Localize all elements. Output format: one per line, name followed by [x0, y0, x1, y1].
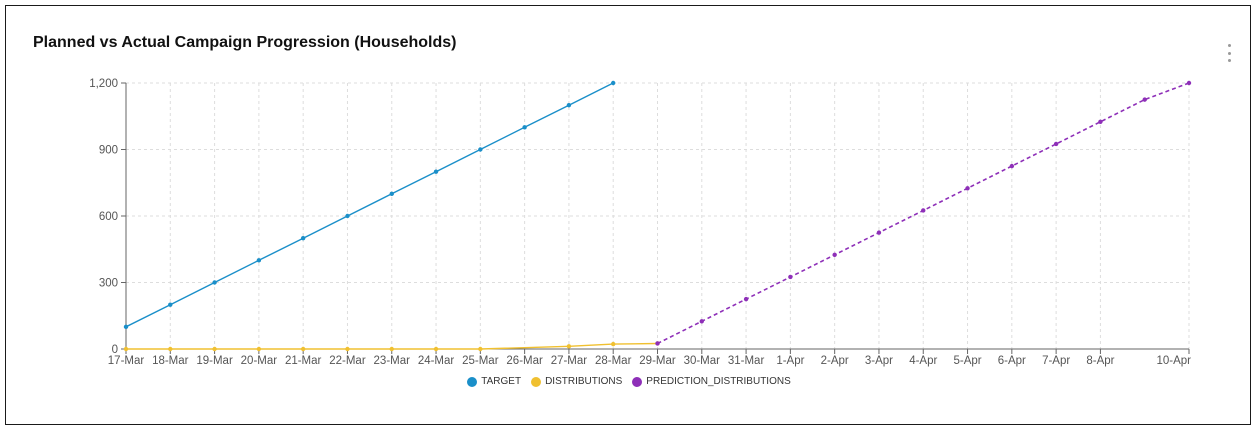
x-tick-label: 1-Apr [776, 355, 804, 367]
x-tick-label: 25-Mar [462, 355, 499, 367]
series-target [123, 80, 616, 330]
x-tick-label: 2-Apr [821, 355, 849, 367]
x-tick-label: 26-Mar [506, 355, 543, 367]
x-tick-label: 10-Apr [1156, 355, 1191, 367]
x-tick-label: 20-Mar [241, 355, 278, 367]
data-point[interactable] [300, 235, 306, 241]
x-tick-label: 7-Apr [1042, 355, 1070, 367]
x-tick-label: 29-Mar [639, 355, 676, 367]
x-tick-label: 24-Mar [418, 355, 455, 367]
x-tick-label: 23-Mar [374, 355, 411, 367]
x-tick-label: 27-Mar [551, 355, 588, 367]
data-point[interactable] [433, 346, 439, 352]
data-point[interactable] [611, 80, 616, 86]
data-point[interactable] [478, 346, 483, 352]
x-tick-label: 5-Apr [953, 355, 981, 367]
legend-item-distributions[interactable]: DISTRIBUTIONS [531, 376, 622, 387]
x-tick-label: 3-Apr [865, 355, 893, 367]
data-point[interactable] [345, 213, 350, 219]
data-point[interactable] [389, 346, 394, 352]
chart-card: Planned vs Actual Campaign Progression (… [5, 5, 1251, 425]
data-point[interactable] [123, 346, 129, 352]
x-tick-label: 19-Mar [196, 355, 233, 367]
data-point[interactable] [1186, 80, 1192, 86]
data-point[interactable] [256, 258, 262, 263]
data-point[interactable] [522, 125, 527, 130]
series-prediction-distributions [655, 80, 1192, 346]
data-point[interactable] [611, 341, 616, 347]
x-tick-label: 31-Mar [728, 355, 765, 367]
data-point[interactable] [433, 169, 439, 174]
data-point[interactable] [1053, 141, 1059, 147]
menu-dot [1227, 44, 1231, 47]
x-tick-label: 6-Apr [998, 355, 1026, 367]
data-point[interactable] [300, 346, 306, 352]
data-point[interactable] [1142, 97, 1147, 102]
series-line [125, 82, 614, 328]
chart-title: Planned vs Actual Campaign Progression (… [33, 34, 457, 51]
x-tick-label: 4-Apr [909, 355, 937, 367]
y-tick-label: 600 [99, 211, 118, 223]
x-tick-label: 28-Mar [595, 355, 632, 367]
series-line [657, 82, 1190, 345]
y-tick-label: 300 [99, 278, 118, 290]
data-point[interactable] [788, 274, 793, 280]
legend-swatch [531, 376, 542, 387]
x-tick-label: 22-Mar [329, 355, 366, 367]
data-point[interactable] [965, 186, 970, 191]
data-point[interactable] [921, 208, 926, 213]
data-point[interactable] [566, 102, 572, 108]
y-tick-label: 0 [112, 344, 118, 356]
data-point[interactable] [345, 346, 350, 352]
data-point[interactable] [478, 147, 483, 152]
legend-item-prediction-distributions[interactable]: PREDICTION_DISTRIBUTIONS [632, 376, 791, 387]
x-tick-label: 18-Mar [152, 355, 189, 367]
data-point[interactable] [699, 319, 704, 324]
data-point[interactable] [876, 230, 882, 235]
legend-label: TARGET [481, 376, 522, 387]
data-point[interactable] [212, 346, 217, 352]
data-point[interactable] [168, 302, 173, 307]
x-tick-label: 17-Mar [108, 355, 145, 367]
data-point[interactable] [168, 346, 173, 352]
legend-swatch [632, 376, 643, 387]
data-point[interactable] [212, 280, 217, 285]
x-tick-label: 30-Mar [684, 355, 721, 367]
data-point[interactable] [566, 344, 572, 349]
legend: TARGET DISTRIBUTIONS PREDICTION_DISTRIBUTI… [0, 376, 1258, 387]
legend-swatch [467, 376, 478, 387]
y-tick-label: 900 [99, 145, 118, 157]
menu-dot [1227, 51, 1231, 55]
menu-dot [1227, 59, 1231, 62]
data-point[interactable] [655, 341, 660, 346]
series-layer [123, 80, 1192, 352]
y-tick-label: 1,200 [89, 78, 118, 90]
data-point[interactable] [123, 324, 129, 330]
legend-item-target[interactable]: TARGET [467, 376, 521, 387]
data-point[interactable] [256, 346, 262, 352]
data-point[interactable] [1098, 119, 1103, 124]
data-point[interactable] [1009, 163, 1015, 169]
data-point[interactable] [832, 252, 837, 257]
x-tick-label: 8-Apr [1086, 355, 1114, 367]
series-line [126, 342, 658, 350]
data-point[interactable] [743, 296, 749, 302]
data-point[interactable] [389, 191, 394, 197]
x-tick-label: 21-Mar [285, 355, 322, 367]
legend-label: PREDICTION_DISTRIBUTIONS [646, 376, 791, 387]
legend-label: DISTRIBUTIONS [545, 376, 623, 387]
grid [126, 82, 1190, 349]
more-vertical-icon[interactable] [1225, 44, 1233, 62]
axes: 0 300 600 900 1,200 17-Mar 18-Mar 19-Mar 20-Mar 2… [89, 78, 1191, 367]
